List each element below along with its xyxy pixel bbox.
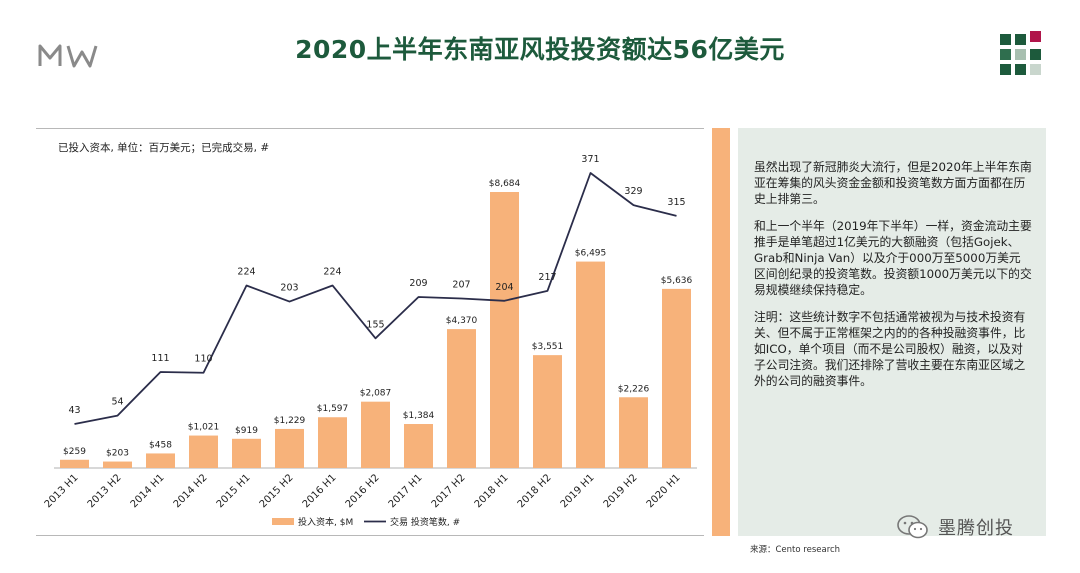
line-label-8: 209: [409, 278, 427, 289]
bar-11: [533, 355, 562, 468]
x-tick-label-1: 2013 H2: [86, 472, 124, 510]
bar-9: [447, 329, 476, 468]
bar-label-9: $4,370: [446, 316, 478, 326]
line-label-0: 43: [68, 405, 80, 416]
bar-label-4: $919: [235, 426, 258, 436]
page-title: 2020上半年东南亚风投投资额达56亿美元: [295, 35, 785, 64]
bar-2: [146, 453, 175, 468]
bar-label-14: $5,636: [661, 276, 693, 286]
source-note: 来源：Cento research: [750, 545, 841, 555]
line-label-11: 217: [538, 272, 556, 283]
bar-5: [275, 428, 304, 468]
x-tick-label-4: 2015 H1: [215, 472, 253, 510]
bar-label-12: $6,495: [575, 249, 607, 259]
bar-6: [318, 417, 347, 468]
x-tick-label-10: 2018 H1: [473, 472, 511, 510]
bar-4: [232, 438, 261, 468]
x-tick-label-12: 2019 H1: [559, 472, 597, 510]
line-label-3: 110: [194, 354, 212, 365]
watermark-text: 墨腾创投: [938, 518, 1014, 539]
commentary-panel: 虽然出现了新冠肺炎大流行，但是2020年上半年东南亚在筹集的风头资金金额和投资笔…: [738, 128, 1046, 536]
line-label-9: 207: [452, 280, 470, 291]
bar-label-7: $2,087: [360, 389, 392, 399]
wechat-icon: [897, 515, 928, 539]
line-label-5: 203: [280, 283, 298, 294]
line-label-7: 155: [366, 319, 384, 330]
commentary-paragraph-1: 虽然出现了新冠肺炎大流行，但是2020年上半年东南亚在筹集的风头资金金额和投资笔…: [754, 160, 1032, 206]
bar-label-3: $1,021: [188, 423, 220, 433]
mw-logo: [38, 44, 98, 68]
x-tick-label-14: 2020 H1: [645, 472, 683, 510]
x-tick-label-2: 2014 H1: [129, 472, 167, 510]
bar-label-1: $203: [106, 449, 129, 459]
chart-subtitle: 已投入资本, 单位：百万美元；已完成交易, #: [58, 142, 270, 154]
bar-8: [404, 424, 433, 468]
watermark: 墨腾创投: [896, 512, 1014, 542]
grid-logo-icon: [1000, 31, 1044, 76]
legend-line-label: 交易 投资笔数, #: [390, 516, 460, 528]
x-tick-label-8: 2017 H1: [387, 472, 425, 510]
bar-13: [619, 397, 648, 468]
bar-label-5: $1,229: [274, 416, 306, 426]
x-tick-label-3: 2014 H2: [172, 472, 210, 510]
line-label-12: 371: [581, 154, 599, 165]
line-label-10: 204: [495, 282, 513, 293]
x-tick-label-6: 2016 H1: [301, 472, 339, 510]
commentary-paragraph-3: 注明：这些统计数字不包括通常被视为与技术投资有关、但不属于正常框架之内的的各种投…: [754, 310, 1026, 388]
bar-label-10: $8,684: [489, 179, 521, 189]
accent-divider: [712, 128, 730, 536]
bar-label-0: $259: [63, 447, 86, 457]
bar-7: [361, 401, 390, 468]
line-label-13: 329: [624, 186, 642, 197]
x-tick-label-13: 2019 H2: [602, 472, 640, 510]
bar-12: [576, 261, 605, 468]
line-label-4: 224: [237, 266, 255, 277]
line-label-6: 224: [323, 266, 341, 277]
line-label-1: 54: [111, 397, 123, 408]
legend-bar-label: 投入资本, $M: [298, 516, 353, 528]
chart-frame: [36, 128, 704, 536]
x-tick-label-0: 2013 H1: [43, 472, 81, 510]
bar-label-6: $1,597: [317, 404, 349, 414]
combo-chart: $259 $203 $458 $1,021 $919 $1,229 $1,597 $2,087…: [43, 154, 697, 528]
bar-label-2: $458: [149, 440, 172, 450]
deals-line: [74, 172, 677, 425]
x-tick-label-5: 2015 H2: [258, 472, 296, 510]
commentary-paragraph-2: 和上一个半年（2019年下半年）一样，资金流动主要推手是单笔超过1亿美元的大额融…: [754, 219, 1032, 297]
x-tick-label-7: 2016 H2: [344, 472, 382, 510]
bar-1: [103, 461, 132, 468]
line-label-14: 315: [667, 197, 685, 208]
bar-label-8: $1,384: [403, 411, 435, 421]
x-tick-label-11: 2018 H2: [516, 472, 554, 510]
bar-label-13: $2,226: [618, 384, 650, 394]
bar-label-11: $3,551: [532, 342, 564, 352]
x-tick-label-9: 2017 H2: [430, 472, 468, 510]
legend-bar-swatch: [272, 518, 294, 525]
bar-3: [189, 435, 218, 468]
bar-0: [60, 459, 89, 468]
bar-14: [662, 288, 691, 468]
bar-10: [490, 192, 519, 468]
line-label-2: 111: [151, 353, 169, 364]
